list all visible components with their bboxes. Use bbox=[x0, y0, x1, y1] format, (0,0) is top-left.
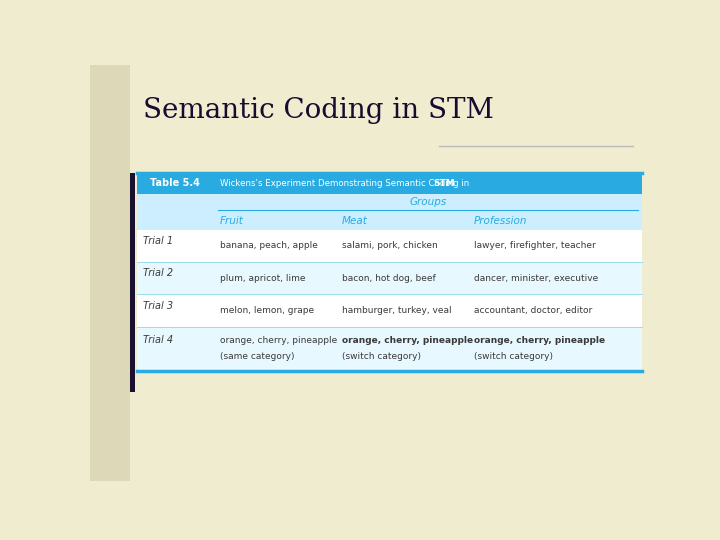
Text: (switch category): (switch category) bbox=[474, 353, 553, 361]
Text: melon, lemon, grape: melon, lemon, grape bbox=[220, 306, 315, 315]
Text: Table 5.4: Table 5.4 bbox=[150, 178, 200, 188]
Bar bbox=[137, 262, 642, 294]
Text: Profession: Profession bbox=[474, 216, 527, 226]
Text: Meat: Meat bbox=[342, 216, 368, 226]
Bar bbox=[90, 65, 130, 481]
Text: accountant, doctor, editor: accountant, doctor, editor bbox=[474, 306, 592, 315]
Text: Semantic Coding in STM: Semantic Coding in STM bbox=[143, 98, 494, 125]
Text: (switch category): (switch category) bbox=[342, 353, 421, 361]
Text: Trial 2: Trial 2 bbox=[143, 268, 173, 278]
Text: plum, apricot, lime: plum, apricot, lime bbox=[220, 274, 306, 282]
Text: Trial 1: Trial 1 bbox=[143, 236, 173, 246]
Text: Trial 3: Trial 3 bbox=[143, 301, 173, 310]
Text: Wickens's Experiment Demonstrating Semantic Coding in: Wickens's Experiment Demonstrating Seman… bbox=[218, 179, 470, 188]
Text: Wickens's Experiment Demonstrating Semantic Coding in: Wickens's Experiment Demonstrating Seman… bbox=[220, 179, 472, 188]
Text: orange, cherry, pineapple: orange, cherry, pineapple bbox=[220, 336, 338, 346]
Text: lawyer, firefighter, teacher: lawyer, firefighter, teacher bbox=[474, 241, 595, 250]
Text: bacon, hot dog, beef: bacon, hot dog, beef bbox=[342, 274, 436, 282]
Text: (same category): (same category) bbox=[220, 353, 294, 361]
Text: Table 5.4: Table 5.4 bbox=[150, 178, 200, 188]
Bar bbox=[137, 327, 642, 372]
Bar bbox=[137, 294, 642, 327]
Bar bbox=[137, 173, 642, 194]
Text: Groups: Groups bbox=[409, 198, 446, 207]
Text: Trial 4: Trial 4 bbox=[143, 335, 173, 345]
Bar bbox=[130, 173, 135, 392]
Bar bbox=[137, 194, 642, 213]
Bar bbox=[137, 173, 642, 194]
Text: dancer, minister, executive: dancer, minister, executive bbox=[474, 274, 598, 282]
Text: Fruit: Fruit bbox=[220, 216, 244, 226]
Text: STM: STM bbox=[433, 179, 455, 188]
Bar bbox=[137, 213, 642, 230]
Text: banana, peach, apple: banana, peach, apple bbox=[220, 241, 318, 250]
Text: hamburger, turkey, veal: hamburger, turkey, veal bbox=[342, 306, 451, 315]
Text: orange, cherry, pineapple: orange, cherry, pineapple bbox=[342, 336, 473, 346]
Text: orange, cherry, pineapple: orange, cherry, pineapple bbox=[474, 336, 605, 346]
Bar bbox=[137, 230, 642, 262]
Text: salami, pork, chicken: salami, pork, chicken bbox=[342, 241, 438, 250]
Text: Wickens's Experiment Demonstrating Semantic Coding in: Wickens's Experiment Demonstrating Seman… bbox=[218, 179, 470, 188]
